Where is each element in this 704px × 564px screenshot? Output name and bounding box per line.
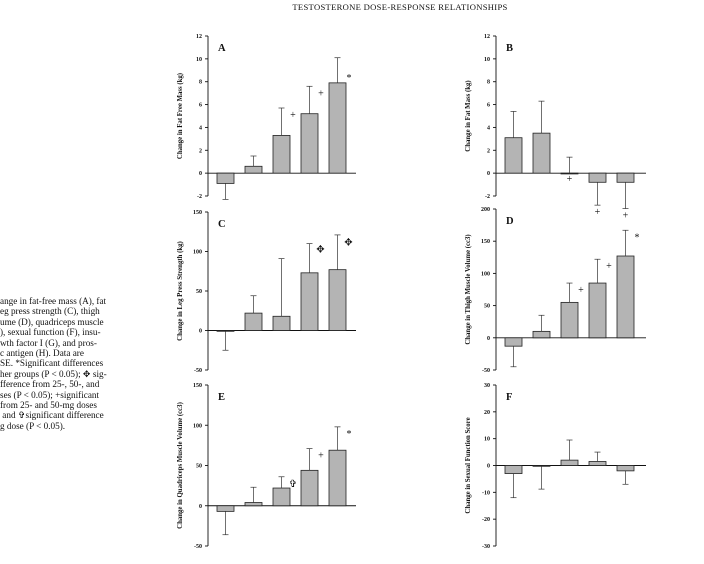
panel-c-tick-label: -50 <box>194 368 202 374</box>
panel-a-label: A <box>218 43 226 54</box>
panel-e-sig-marker: + <box>318 451 324 462</box>
panel-a-bar <box>244 165 263 174</box>
panel-e-label: E <box>218 392 225 403</box>
panel-e-sig-marker: * <box>347 429 352 440</box>
panel-a-tick-label: -2 <box>197 194 202 200</box>
panel-d-bar <box>560 301 579 339</box>
panel-b-tick-label: 4 <box>487 125 490 131</box>
panel-c-ylabel: Change in Leg Press Strength (kg) <box>177 241 184 341</box>
panel-f-tick-label: 0 <box>487 464 490 470</box>
panel-e-tick-label: 50 <box>196 464 202 470</box>
panel-e-bar <box>216 505 235 512</box>
panel-b-bar <box>616 172 635 183</box>
panel-d-bar <box>616 255 635 339</box>
panel-e-tick-label: 100 <box>193 423 202 429</box>
panel-a-ylabel: Change in Fat Free Mass (kg) <box>177 73 184 159</box>
panel-b-bar <box>588 172 607 183</box>
panel-a-bar <box>300 113 319 174</box>
panel-a-sig-marker: + <box>290 110 296 121</box>
panel-f-tick-label: 30 <box>484 383 490 389</box>
panel-b-bar <box>504 137 523 174</box>
panel-d-sig-marker: + <box>606 261 612 272</box>
panel-e-tick-label: -50 <box>194 544 202 550</box>
panel-f-tick-label: -10 <box>482 490 490 496</box>
panel-e-tick-label: 150 <box>193 383 202 389</box>
panel-a-tick-label: 2 <box>199 148 202 154</box>
panel-e-ylabel: Change in Quadriceps Muscle Volume (cc3) <box>177 402 184 529</box>
panel-a-sig-marker: * <box>347 73 352 84</box>
panel-b-ylabel: Change in Fat Mass (kg) <box>465 80 472 151</box>
panel-d-tick-label: 100 <box>481 271 490 277</box>
panel-d-tick-label: 150 <box>481 239 490 245</box>
panel-b-tick-label: 8 <box>487 80 490 86</box>
panel-a-sig-marker: + <box>318 88 324 99</box>
panel-f-bar <box>504 465 523 474</box>
panel-b-sig-marker: + <box>595 207 601 218</box>
panel-c-bar <box>216 330 235 332</box>
panel-a-tick-label: 4 <box>199 125 202 131</box>
panel-b-label: B <box>506 43 513 54</box>
panel-d-bar <box>504 337 523 347</box>
panel-d-bar <box>532 330 551 339</box>
panel-f-ylabel: Change in Sexual Function Score <box>465 417 472 513</box>
panel-f-bar <box>588 461 607 466</box>
panel-b-tick-label: 2 <box>487 148 490 154</box>
panel-e-bar <box>328 449 347 507</box>
panel-e-bar <box>300 469 319 507</box>
panel-c-tick-label: 100 <box>193 250 202 256</box>
panel-b-sig-marker: + <box>623 211 629 222</box>
panel-c-sig-marker: ✥ <box>316 244 324 255</box>
panel-f-bar <box>532 465 551 467</box>
panel-d-bar <box>588 282 607 339</box>
panel-b-tick-label: 0 <box>487 171 490 177</box>
panel-b-tick-label: 10 <box>484 57 490 63</box>
panel-e-bar <box>272 487 291 507</box>
panel-c-bar <box>272 315 291 331</box>
page-header: TESTOSTERONE DOSE-RESPONSE RELATIONSHIPS <box>292 2 508 12</box>
panel-c-tick-label: 150 <box>193 210 202 216</box>
panel-a-tick-label: 10 <box>196 57 202 63</box>
panel-c-bar <box>244 312 263 331</box>
figure-caption: ange in fat-free mass (A), fat eg press … <box>0 296 107 431</box>
panel-c-sig-marker: ✥ <box>344 237 352 248</box>
panel-e-tick-label: 0 <box>199 504 202 510</box>
panel-d-tick-label: -50 <box>482 368 490 374</box>
panel-d-sig-marker: * <box>635 232 640 243</box>
panel-a-tick-label: 12 <box>196 34 202 40</box>
panel-c-label: C <box>218 219 226 230</box>
panel-b-tick-label: 6 <box>487 103 490 109</box>
panel-f-bar <box>616 465 635 472</box>
panel-a-tick-label: 8 <box>199 80 202 86</box>
panel-c-tick-label: 0 <box>199 329 202 335</box>
panel-c-bar <box>328 269 347 331</box>
panel-a-tick-label: 0 <box>199 171 202 177</box>
panel-a-bar <box>272 135 291 174</box>
panel-f-tick-label: 10 <box>484 437 490 443</box>
panel-f-tick-label: 20 <box>484 410 490 416</box>
panel-a-bar <box>328 82 347 174</box>
panel-d-tick-label: 200 <box>481 207 490 213</box>
panel-d-sig-marker: + <box>578 285 584 296</box>
panel-b-tick-label: 12 <box>484 34 490 40</box>
panel-a-bar <box>216 172 235 184</box>
panel-d-label: D <box>506 216 514 227</box>
panel-a-tick-label: 6 <box>199 103 202 109</box>
panel-b-bar <box>532 132 551 174</box>
panel-d-tick-label: 0 <box>487 336 490 342</box>
panel-e-sig-marker: ✞ <box>289 479 297 490</box>
panel-b-sig-marker: + <box>567 174 573 185</box>
panel-f-tick-label: -30 <box>482 544 490 550</box>
panel-f-bar <box>560 459 579 466</box>
panel-d-tick-label: 50 <box>484 304 490 310</box>
panel-e-bar <box>244 502 263 507</box>
panel-f-label: F <box>506 392 512 403</box>
panel-d-ylabel: Change in Thigh Muscle Volume (cc3) <box>465 234 472 344</box>
panel-c-bar <box>300 272 319 331</box>
panel-b-tick-label: -2 <box>485 194 490 200</box>
panel-c-tick-label: 50 <box>196 289 202 295</box>
panel-f-tick-label: -20 <box>482 517 490 523</box>
